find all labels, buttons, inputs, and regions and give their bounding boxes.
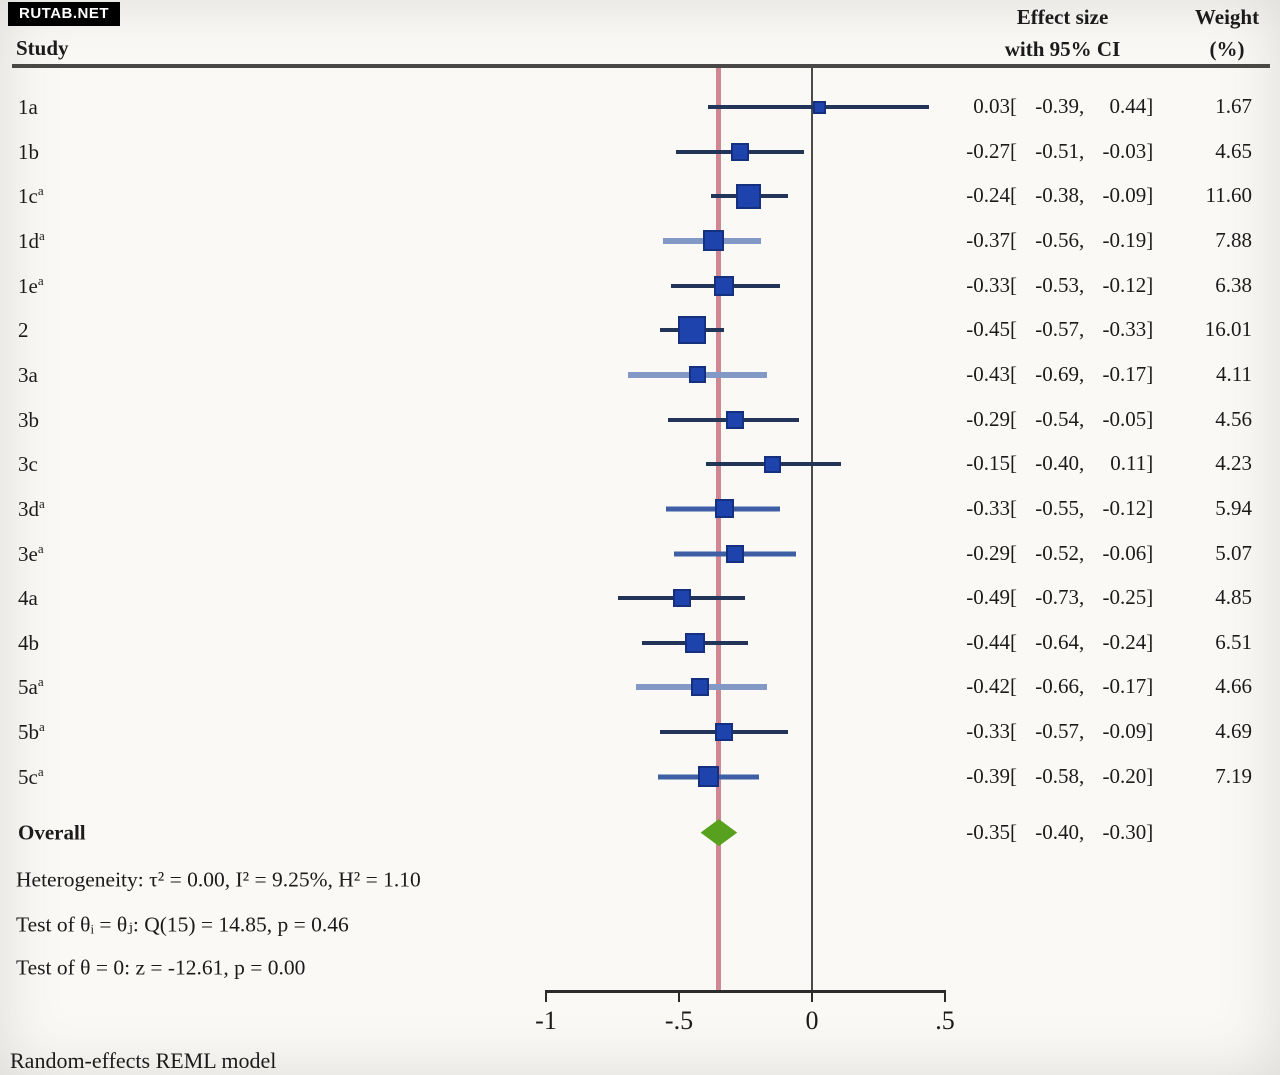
weight-value: 4.23 [1215,451,1252,476]
zero-test-stats: Test of θ = 0: z = -12.61, p = 0.00 [16,955,306,980]
column-header-effect-line2: with 95% CI [1004,37,1121,61]
effect-ci-text: -0.33 [ -0.53, -0.12] [966,272,1154,297]
column-header-weight-line1: Weight [1194,5,1260,29]
effect-square-marker [703,230,725,252]
effect-square-marker [714,499,734,519]
study-label: 3c [18,452,38,477]
x-axis-tick [678,990,680,1002]
effect-ci-text: -0.42 [ -0.66, -0.17] [966,674,1154,699]
effect-square-marker [672,589,691,608]
effect-ci-text: -0.45 [ -0.57, -0.33] [966,317,1154,342]
study-label: 5ca [18,763,44,789]
zero-reference-line [811,68,813,990]
x-axis-tick-label: .5 [935,1006,955,1035]
effect-square-marker [684,632,705,653]
effect-square-marker [715,723,734,742]
study-label: 3b [18,407,39,432]
x-axis-tick-label: -.5 [664,1006,694,1035]
effect-square-marker [697,766,719,788]
weight-value: 7.88 [1215,227,1252,252]
effect-ci-text: -0.33 [ -0.55, -0.12] [966,495,1154,520]
effect-square-marker [691,678,710,697]
study-label: 3da [18,495,45,521]
study-label: 1b [18,139,39,164]
weight-value: 4.65 [1215,138,1252,163]
weight-value: 4.85 [1215,585,1252,610]
weight-value: 5.94 [1215,495,1252,520]
effect-square-marker [678,316,707,345]
effect-ci-text: -0.29 [ -0.54, -0.05] [966,406,1154,431]
effect-ci-text: -0.15 [ -0.40, 0.11] [966,451,1154,476]
weight-value: 4.69 [1215,719,1252,744]
column-header-weight-line2: (%) [1209,37,1245,61]
column-header-effect-line1: Effect size [1016,5,1109,29]
effect-square-marker [714,275,735,296]
study-label: 5aa [18,674,44,700]
effect-ci-text: -0.27 [ -0.51, -0.03] [966,138,1154,163]
column-header-effect-size: Effect size with 95% CI [950,1,1175,65]
study-label: 2 [18,318,29,343]
overall-effect-ci-text: -0.35 [ -0.40, -0.30] [966,819,1154,844]
effect-square-marker [763,455,781,473]
overall-diamond-marker [700,819,738,847]
x-axis-tick-label: 0 [805,1006,819,1035]
study-label: 1da [18,227,45,253]
effect-ci-text: -0.33 [ -0.57, -0.09] [966,719,1154,744]
column-header-study: Study [16,36,69,60]
study-label: 4b [18,630,39,655]
weight-value: 4.66 [1215,674,1252,699]
x-axis-tick [811,990,813,1002]
column-header-weight: Weight (%) [1182,1,1272,65]
effect-square-marker [725,544,744,563]
effect-ci-text: -0.37 [ -0.56, -0.19] [966,227,1154,252]
effect-square-marker [735,183,761,209]
weight-value: 6.38 [1215,272,1252,297]
effect-ci-text: -0.44 [ -0.64, -0.24] [966,629,1154,654]
effect-square-marker [725,410,744,429]
x-axis-tick [944,990,946,1002]
x-axis-line [546,990,945,993]
overall-effect-reference-line [716,68,722,990]
x-axis-tick [545,990,547,1002]
weight-value: 4.56 [1215,406,1252,431]
watermark-badge: RUTAB.NET [8,2,121,26]
effect-ci-text: -0.43 [ -0.69, -0.17] [966,361,1154,386]
study-label: 3ea [18,540,44,566]
effect-ci-text: -0.29 [ -0.52, -0.06] [966,540,1154,565]
weight-value: 6.51 [1215,629,1252,654]
study-label: 1a [18,95,38,119]
overall-label: Overall [18,820,86,845]
weight-value: 5.07 [1215,540,1252,565]
header-divider-rule [12,64,1270,68]
study-label: 1ea [18,272,44,298]
effect-square-marker [731,142,750,161]
study-label: 5ba [18,719,45,745]
study-label: 4a [18,586,38,611]
weight-value: 16.01 [1204,317,1252,342]
heterogeneity-stats: Heterogeneity: τ² = 0.00, I² = 9.25%, H²… [16,867,421,892]
effect-ci-text: -0.49 [ -0.73, -0.25] [966,585,1154,610]
effect-square-marker [813,100,827,114]
weight-value: 7.19 [1215,763,1252,788]
weight-value: 11.60 [1205,183,1252,208]
effect-ci-text: 0.03 [ -0.39, 0.44] [973,94,1154,118]
x-axis-tick-label: -1 [535,1006,557,1035]
group-test-stats: Test of θᵢ = θⱼ: Q(15) = 14.85, p = 0.46 [16,912,349,937]
study-label: 1ca [18,183,44,209]
effect-ci-text: -0.24 [ -0.38, -0.09] [966,183,1154,208]
model-note: Random-effects REML model [10,1048,277,1073]
effect-square-marker [689,366,707,384]
effect-ci-text: -0.39 [ -0.58, -0.20] [966,763,1154,788]
study-label: 3a [18,362,38,387]
weight-value: 1.67 [1215,94,1252,118]
weight-value: 4.11 [1216,361,1252,386]
